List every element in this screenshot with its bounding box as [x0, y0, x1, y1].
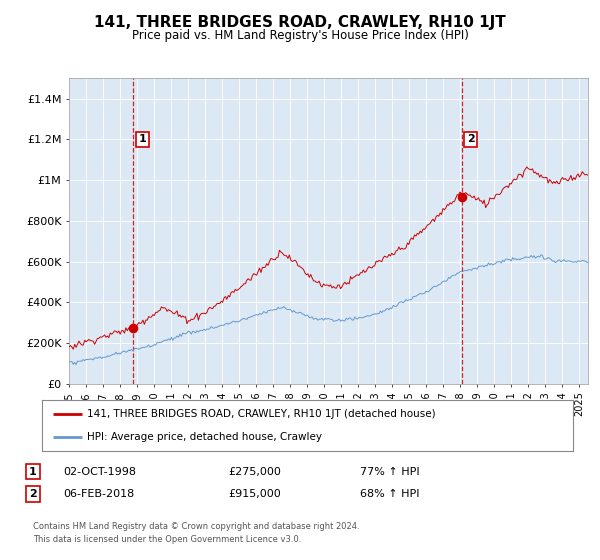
- Text: 1: 1: [29, 466, 37, 477]
- Point: [128, 323, 137, 332]
- Text: £275,000: £275,000: [228, 466, 281, 477]
- Text: 1: 1: [138, 134, 146, 144]
- Text: 68% ↑ HPI: 68% ↑ HPI: [360, 489, 419, 499]
- Point: [457, 193, 467, 202]
- Text: 141, THREE BRIDGES ROAD, CRAWLEY, RH10 1JT (detached house): 141, THREE BRIDGES ROAD, CRAWLEY, RH10 1…: [87, 409, 436, 419]
- Text: 77% ↑ HPI: 77% ↑ HPI: [360, 466, 419, 477]
- Text: 2: 2: [29, 489, 37, 499]
- Text: 06-FEB-2018: 06-FEB-2018: [63, 489, 134, 499]
- Text: Price paid vs. HM Land Registry's House Price Index (HPI): Price paid vs. HM Land Registry's House …: [131, 29, 469, 42]
- Text: 02-OCT-1998: 02-OCT-1998: [63, 466, 136, 477]
- Text: HPI: Average price, detached house, Crawley: HPI: Average price, detached house, Craw…: [87, 432, 322, 442]
- Text: £915,000: £915,000: [228, 489, 281, 499]
- Text: Contains HM Land Registry data © Crown copyright and database right 2024.
This d: Contains HM Land Registry data © Crown c…: [33, 522, 359, 544]
- Text: 141, THREE BRIDGES ROAD, CRAWLEY, RH10 1JT: 141, THREE BRIDGES ROAD, CRAWLEY, RH10 1…: [94, 15, 506, 30]
- Text: 2: 2: [467, 134, 475, 144]
